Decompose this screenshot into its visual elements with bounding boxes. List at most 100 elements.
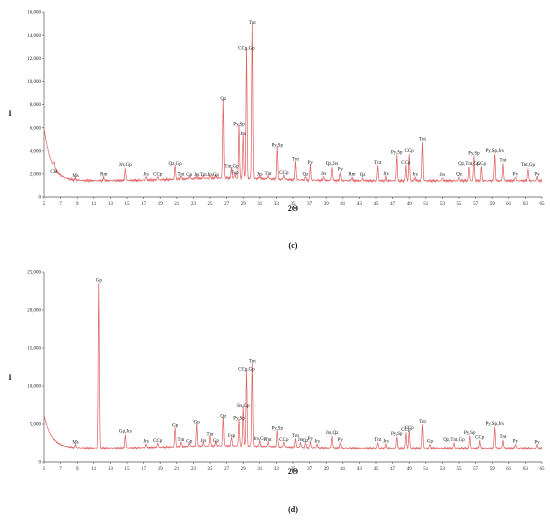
- peak-point: [188, 177, 190, 179]
- peak-point: [408, 153, 410, 155]
- x-tick-label: 25: [208, 202, 214, 207]
- x-tick-label: 45: [374, 202, 380, 207]
- peak-label: Chl: [50, 170, 58, 175]
- peak-label: Tnt: [374, 161, 382, 166]
- y-tick-label: 14,000: [27, 34, 41, 39]
- x-tick-label: 61: [506, 202, 512, 207]
- x-axis-label: 2Θ: [288, 467, 298, 476]
- peak-point: [188, 444, 190, 445]
- x-tick-label: 43: [357, 202, 363, 207]
- peak-label: Py,Sp: [391, 150, 403, 155]
- x-tick-label: 29: [241, 467, 247, 472]
- peak-label: Gp: [194, 421, 201, 426]
- x-tick-label: 53: [440, 202, 446, 207]
- peak-point: [536, 444, 538, 446]
- peak-point: [422, 142, 423, 144]
- peak-point: [468, 166, 470, 168]
- peak-point: [98, 283, 100, 284]
- peak-point: [103, 176, 105, 178]
- x-tick-label: 51: [423, 202, 429, 207]
- peak-point: [396, 436, 398, 438]
- peak-point: [494, 153, 496, 155]
- peak-point: [323, 176, 325, 178]
- x-tick-label: 55: [457, 202, 463, 207]
- peak-label: Jrs: [321, 172, 327, 177]
- peak-point: [405, 432, 407, 434]
- peak-label: Py: [308, 161, 314, 166]
- y-tick-label: 20,000: [27, 309, 41, 314]
- peak-label: Tnt: [265, 172, 273, 177]
- y-tick-label: 25,000: [27, 271, 41, 276]
- peak-point: [222, 419, 224, 420]
- peak-point: [215, 177, 217, 179]
- peak-label: Tnt: [419, 420, 427, 425]
- x-tick-label: 33: [274, 467, 280, 472]
- peak-point: [203, 443, 204, 445]
- peak-point: [305, 176, 306, 178]
- peak-point: [429, 444, 431, 445]
- peak-label: Py,Sp: [233, 417, 245, 422]
- x-axis-label: 2Θ: [288, 204, 298, 213]
- x-tick-label: 57: [473, 202, 479, 207]
- peak-label: Tnt: [419, 138, 427, 143]
- y-tick-label: 5,000: [30, 423, 42, 428]
- x-tick-label: 65: [540, 202, 546, 207]
- peak-point: [305, 443, 306, 445]
- peak-point: [442, 177, 443, 179]
- x-tick-label: 29: [241, 202, 247, 207]
- x-tick-label: 11: [91, 202, 96, 207]
- peak-point: [331, 435, 333, 437]
- x-tick-label: 51: [423, 467, 429, 472]
- peak-point: [231, 168, 232, 170]
- x-tick-label: 47: [390, 202, 396, 207]
- peak-label: Jrs: [298, 438, 304, 443]
- peak-point: [469, 435, 471, 437]
- peak-label: Py: [534, 172, 540, 177]
- peak-label: Tnt: [200, 173, 208, 178]
- x-tick-label: 37: [307, 467, 313, 472]
- x-tick-label: 23: [191, 467, 197, 472]
- peak-point: [246, 371, 247, 373]
- peak-point: [458, 176, 460, 178]
- peak-point: [242, 136, 244, 138]
- x-tick-label: 55: [457, 467, 463, 472]
- peak-label: Jrs,Qz: [326, 431, 339, 436]
- x-tick-label: 41: [340, 202, 346, 207]
- peak-point: [145, 176, 147, 178]
- peak-label: Py,Sp,Jrs: [486, 149, 504, 154]
- peak-label: Jrs: [257, 172, 263, 177]
- x-tick-label: 45: [374, 467, 380, 472]
- x-tick-label: 39: [324, 202, 330, 207]
- peak-label: Gp: [213, 173, 220, 178]
- peak-label: Py,Sp: [468, 152, 480, 157]
- peak-label: Qz,Gp: [169, 162, 183, 167]
- x-tick-label: 9: [76, 202, 79, 207]
- peak-point: [405, 165, 407, 167]
- x-tick-label: 23: [191, 202, 197, 207]
- x-tick-label: 27: [224, 467, 230, 472]
- y-tick-label: 8,000: [30, 103, 42, 108]
- peak-label: Py: [338, 168, 344, 173]
- peak-label: Fsp: [231, 171, 239, 176]
- peak-label: Py,Sp: [464, 431, 476, 436]
- peak-point: [377, 442, 379, 444]
- peak-label: Jrs: [207, 173, 213, 178]
- peak-label: Py,Sp: [391, 432, 403, 437]
- x-tick-label: 11: [91, 467, 96, 472]
- x-tick-label: 49: [407, 202, 413, 207]
- peak-point: [339, 442, 341, 444]
- peak-label: Jrs: [314, 440, 320, 445]
- x-tick-label: 65: [540, 467, 546, 472]
- peak-point: [222, 101, 224, 103]
- x-tick-label: 57: [473, 467, 479, 472]
- peak-label: Tnt: [500, 158, 508, 163]
- peak-label: Rm: [348, 172, 355, 177]
- peak-label: Qz: [303, 172, 310, 177]
- peak-label: Py: [513, 172, 519, 177]
- peak-point: [316, 444, 318, 445]
- peak-label: Jrs: [383, 172, 389, 177]
- x-tick-label: 59: [490, 202, 496, 207]
- peak-point: [377, 165, 379, 167]
- panel-label: (c): [289, 241, 298, 250]
- y-axis-label: I: [8, 373, 11, 382]
